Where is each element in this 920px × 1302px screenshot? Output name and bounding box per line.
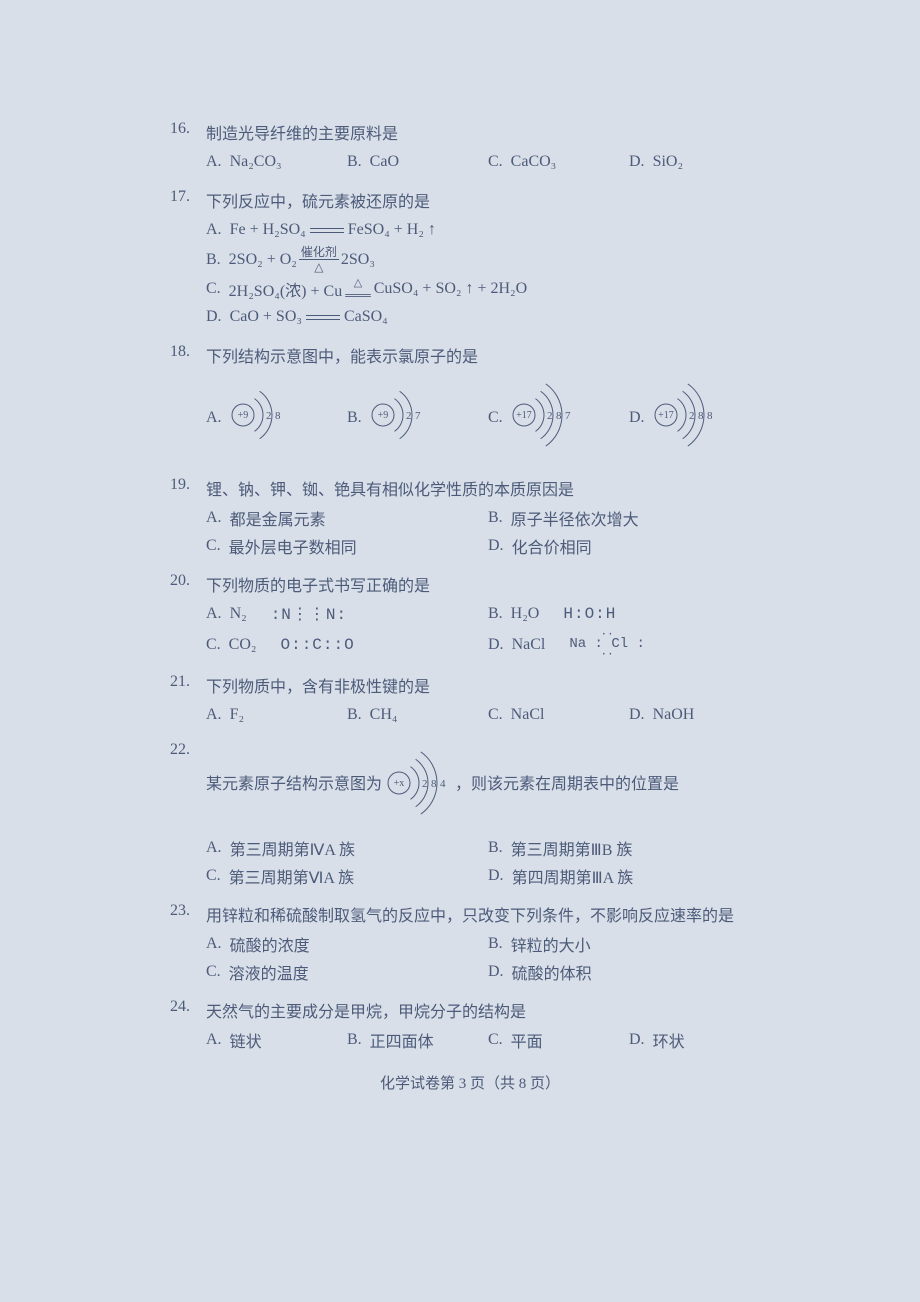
q17-opt-d: D. CaO + SO₃ CaSO₄ [206,305,770,329]
q16-opt-c: C.CaCO₃ [488,150,629,174]
svg-text:+17: +17 [658,410,674,421]
q24-opt-b: B.正四面体 [347,1028,488,1052]
q21-opt-c: C.NaCl [488,703,629,727]
lewis-structure: :N⋮⋮N: [271,604,347,624]
q17-opt-a: A. Fe + H₂SO₄ FeSO₄ + H₂ ↑ [206,218,770,242]
q17-text: 下列反应中，硫元素被还原的是 [206,188,770,212]
question-24: 24. 天然气的主要成分是甲烷，甲烷分子的结构是 A.链状 B.正四面体 C.平… [170,998,770,1052]
q21-number: 21. [170,673,206,691]
svg-text:8: 8 [275,410,281,422]
q19-number: 19. [170,476,206,494]
page-footer: 化学试卷第 3 页（共 8 页） [170,1072,770,1093]
q22-opt-d: D.第四周期第ⅢA 族 [488,864,770,888]
q20-text: 下列物质的电子式书写正确的是 [206,572,770,596]
svg-text:+17: +17 [516,410,532,421]
q19-text: 锂、钠、钾、铷、铯具有相似化学性质的本质原因是 [206,476,770,500]
svg-text:+9: +9 [377,410,388,421]
question-20: 20. 下列物质的电子式书写正确的是 A.N₂:N⋮⋮N: B.H₂OH:O:H… [170,572,770,659]
svg-text:8: 8 [698,410,704,422]
svg-text:+9: +9 [237,410,248,421]
bohr-diagram: +9 27 [370,382,426,453]
exam-page: 16. 制造光导纤维的主要原料是 A.Na₂CO₃ B.CaO C.CaCO₃ … [170,120,770,1093]
q23-opt-b: B.锌粒的大小 [488,932,770,956]
equals-icon [306,315,340,320]
q18-opt-a: A.+928 [206,382,347,453]
question-17: 17. 下列反应中，硫元素被还原的是 A. Fe + H₂SO₄ FeSO₄ +… [170,188,770,329]
lewis-structure: O::C::O [280,636,354,654]
q24-text: 天然气的主要成分是甲烷，甲烷分子的结构是 [206,998,770,1022]
q16-opt-b: B.CaO [347,150,488,174]
q16-opt-d: D.SiO₂ [629,150,770,174]
question-21: 21. 下列物质中，含有非极性键的是 A.F₂ B.CH₄ C.NaCl D.N… [170,673,770,727]
q19-opt-d: D.化合价相同 [488,534,770,558]
q24-opt-c: C.平面 [488,1028,629,1052]
q21-opt-d: D.NaOH [629,703,770,727]
q24-number: 24. [170,998,206,1016]
q20-number: 20. [170,572,206,590]
svg-text:2: 2 [689,410,695,422]
q17-opt-c: C. 2H₂SO₄(浓) + Cu △═══ CuSO₄ + SO₂ ↑ + 2… [206,277,770,301]
lewis-structure: ·· Na : Cl : ·· [569,630,645,659]
q16-opt-a: A.Na₂CO₃ [206,150,347,174]
svg-text:2: 2 [406,410,412,422]
q20-opt-b: B.H₂OH:O:H [488,602,770,626]
bohr-diagram: +17 287 [511,373,576,462]
q22-opt-c: C.第三周期第ⅥA 族 [206,864,488,888]
q16-text: 制造光导纤维的主要原料是 [206,120,770,144]
svg-text:8: 8 [431,778,437,790]
question-23: 23. 用锌粒和稀硫酸制取氢气的反应中，只改变下列条件，不影响反应速率的是 A.… [170,902,770,984]
q23-opt-a: A.硫酸的浓度 [206,932,488,956]
q19-opt-a: A.都是金属元素 [206,506,488,530]
svg-text:2: 2 [547,410,553,422]
bohr-diagram: +9 28 [230,382,286,453]
q20-opt-c: C.CO₂O::C::O [206,633,488,657]
svg-text:4: 4 [440,778,446,790]
q23-number: 23. [170,902,206,920]
q21-text: 下列物质中，含有非极性键的是 [206,673,770,697]
question-19: 19. 锂、钠、钾、铷、铯具有相似化学性质的本质原因是 A.都是金属元素 B.原… [170,476,770,558]
q19-opt-c: C.最外层电子数相同 [206,534,488,558]
q17-opt-b: B. 2SO₂ + O₂ 催化剂△ 2SO₃ [206,246,770,273]
svg-text:+x: +x [394,778,405,789]
svg-text:2: 2 [266,410,272,422]
q20-opt-a: A.N₂:N⋮⋮N: [206,602,488,626]
question-18: 18. 下列结构示意图中，能表示氯原子的是 A.+928 B.+927 C.+1… [170,343,770,462]
q21-opt-a: A.F₂ [206,703,347,727]
q18-number: 18. [170,343,206,361]
q24-opt-a: A.链状 [206,1028,347,1052]
heated-equals-icon: △═══ [345,278,371,301]
q22-number: 22. [170,741,206,759]
q19-opt-b: B.原子半径依次增大 [488,506,770,530]
q23-opt-d: D.硫酸的体积 [488,960,770,984]
q21-opt-b: B.CH₄ [347,703,488,727]
svg-text:7: 7 [415,410,421,422]
q22-text: 某元素原子结构示意图为 +x284 ，则该元素在周期表中的位置是 [206,741,770,830]
q24-opt-d: D.环状 [629,1028,770,1052]
bohr-diagram: +x 284 [386,741,451,830]
equals-icon [310,228,344,233]
q20-opt-d: D.NaCl ·· Na : Cl : ·· [488,630,770,659]
q18-opt-d: D.+17288 [629,373,770,462]
question-16: 16. 制造光导纤维的主要原料是 A.Na₂CO₃ B.CaO C.CaCO₃ … [170,120,770,174]
q16-number: 16. [170,120,206,138]
q23-opt-c: C.溶液的温度 [206,960,488,984]
q22-opt-b: B.第三周期第ⅢB 族 [488,836,770,860]
lewis-structure: H:O:H [563,605,616,623]
bohr-diagram: +17 288 [653,373,718,462]
q17-number: 17. [170,188,206,206]
question-22: 22. 某元素原子结构示意图为 +x284 ，则该元素在周期表中的位置是 A.第… [170,741,770,888]
q22-opt-a: A.第三周期第ⅣA 族 [206,836,488,860]
q18-opt-c: C.+17287 [488,373,629,462]
svg-text:7: 7 [565,410,571,422]
q18-opt-b: B.+927 [347,382,488,453]
svg-text:8: 8 [707,410,713,422]
q23-text: 用锌粒和稀硫酸制取氢气的反应中，只改变下列条件，不影响反应速率的是 [206,902,770,926]
svg-text:2: 2 [422,778,428,790]
q18-text: 下列结构示意图中，能表示氯原子的是 [206,343,770,367]
svg-text:8: 8 [556,410,562,422]
